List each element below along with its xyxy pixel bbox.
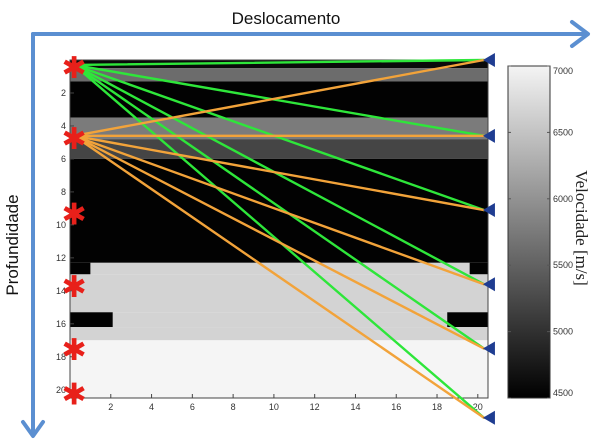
y-tick-label: 2 — [61, 88, 66, 98]
velocity-layer — [70, 60, 488, 69]
colorbar — [507, 65, 551, 399]
x-tick-label: 14 — [350, 402, 360, 412]
y-tick-label: 12 — [56, 253, 66, 263]
velocity-layer — [70, 262, 91, 275]
receivers — [482, 53, 495, 425]
colorbar-tick-label: 4500 — [553, 388, 573, 398]
source-icon: ✱ — [62, 333, 87, 368]
y-tick-label: 8 — [61, 187, 66, 197]
orange-ray — [72, 134, 486, 350]
velocity-layer — [70, 340, 488, 398]
orange-ray — [72, 58, 486, 138]
source-icon: ✱ — [62, 270, 87, 305]
receiver-icon — [482, 203, 495, 218]
x-tick-label: 20 — [473, 402, 483, 412]
velocity-layer — [112, 312, 448, 328]
y-tick-label: 14 — [56, 286, 66, 296]
y-tick-label: 10 — [56, 220, 66, 230]
velocity-layer — [447, 312, 488, 328]
source-icon: ✱ — [62, 51, 87, 86]
velocity-layer — [70, 312, 113, 328]
y-tick-label: 20 — [56, 385, 66, 395]
velocity-layer — [469, 262, 488, 275]
y-axis-ticks: 2 4 6 8 10 12 14 16 18 20 — [56, 88, 74, 395]
orange-ray — [72, 134, 486, 286]
horizontal-arrow — [31, 20, 590, 48]
green-ray — [72, 63, 486, 286]
velocity-layer — [70, 274, 488, 313]
green-ray — [72, 63, 486, 350]
colorbar-tick-label: 6000 — [553, 194, 573, 204]
x-tick-label: 10 — [269, 402, 279, 412]
source-icon: ✱ — [62, 122, 87, 157]
colorbar-tick-label: 5500 — [553, 260, 573, 270]
orange-ray — [72, 134, 486, 212]
x-tick-label: 4 — [149, 402, 154, 412]
x-tick-label: 2 — [108, 402, 113, 412]
x-tick-label: 16 — [391, 402, 401, 412]
x-tick-label: 18 — [432, 402, 442, 412]
horizontal-axis-title: Deslocamento — [232, 9, 341, 28]
receiver-icon — [482, 410, 495, 425]
green-ray — [72, 63, 486, 138]
y-tick-label: 6 — [61, 154, 66, 164]
green-ray — [72, 63, 486, 212]
sources: ✱ ✱ ✱ ✱ ✱ ✱ — [62, 51, 87, 412]
receiver-icon — [482, 341, 495, 356]
colorbar-title: Velocidade [m/s] — [572, 170, 591, 286]
green-ray — [72, 58, 486, 67]
receiver-icon — [482, 277, 495, 292]
x-axis-ticks: 2 4 6 8 10 12 14 16 18 20 — [108, 394, 483, 412]
ray-paths — [72, 58, 486, 419]
velocity-layer — [70, 327, 488, 341]
x-tick-label: 8 — [231, 402, 236, 412]
source-icon: ✱ — [62, 377, 87, 412]
colorbar-tick-label: 6500 — [553, 127, 573, 137]
orange-ray — [72, 134, 486, 419]
vertical-axis-title: Profundidade — [3, 194, 22, 295]
velocity-model — [70, 60, 488, 398]
y-tick-label: 16 — [56, 319, 66, 329]
plot-frame — [69, 59, 489, 399]
receiver-icon — [482, 128, 495, 143]
source-icon: ✱ — [62, 198, 87, 233]
vertical-arrow — [21, 32, 45, 438]
receiver-icon — [482, 53, 495, 67]
x-tick-label: 6 — [190, 402, 195, 412]
y-tick-label: 18 — [56, 352, 66, 362]
velocity-layer — [90, 262, 470, 275]
colorbar-tick-label: 5000 — [553, 327, 573, 337]
colorbar-ticks: 7000 6500 6000 5500 5000 4500 — [508, 65, 573, 399]
x-tick-label: 12 — [310, 402, 320, 412]
y-tick-label: 4 — [61, 121, 66, 131]
colorbar-tick-label: 7000 — [553, 66, 573, 76]
